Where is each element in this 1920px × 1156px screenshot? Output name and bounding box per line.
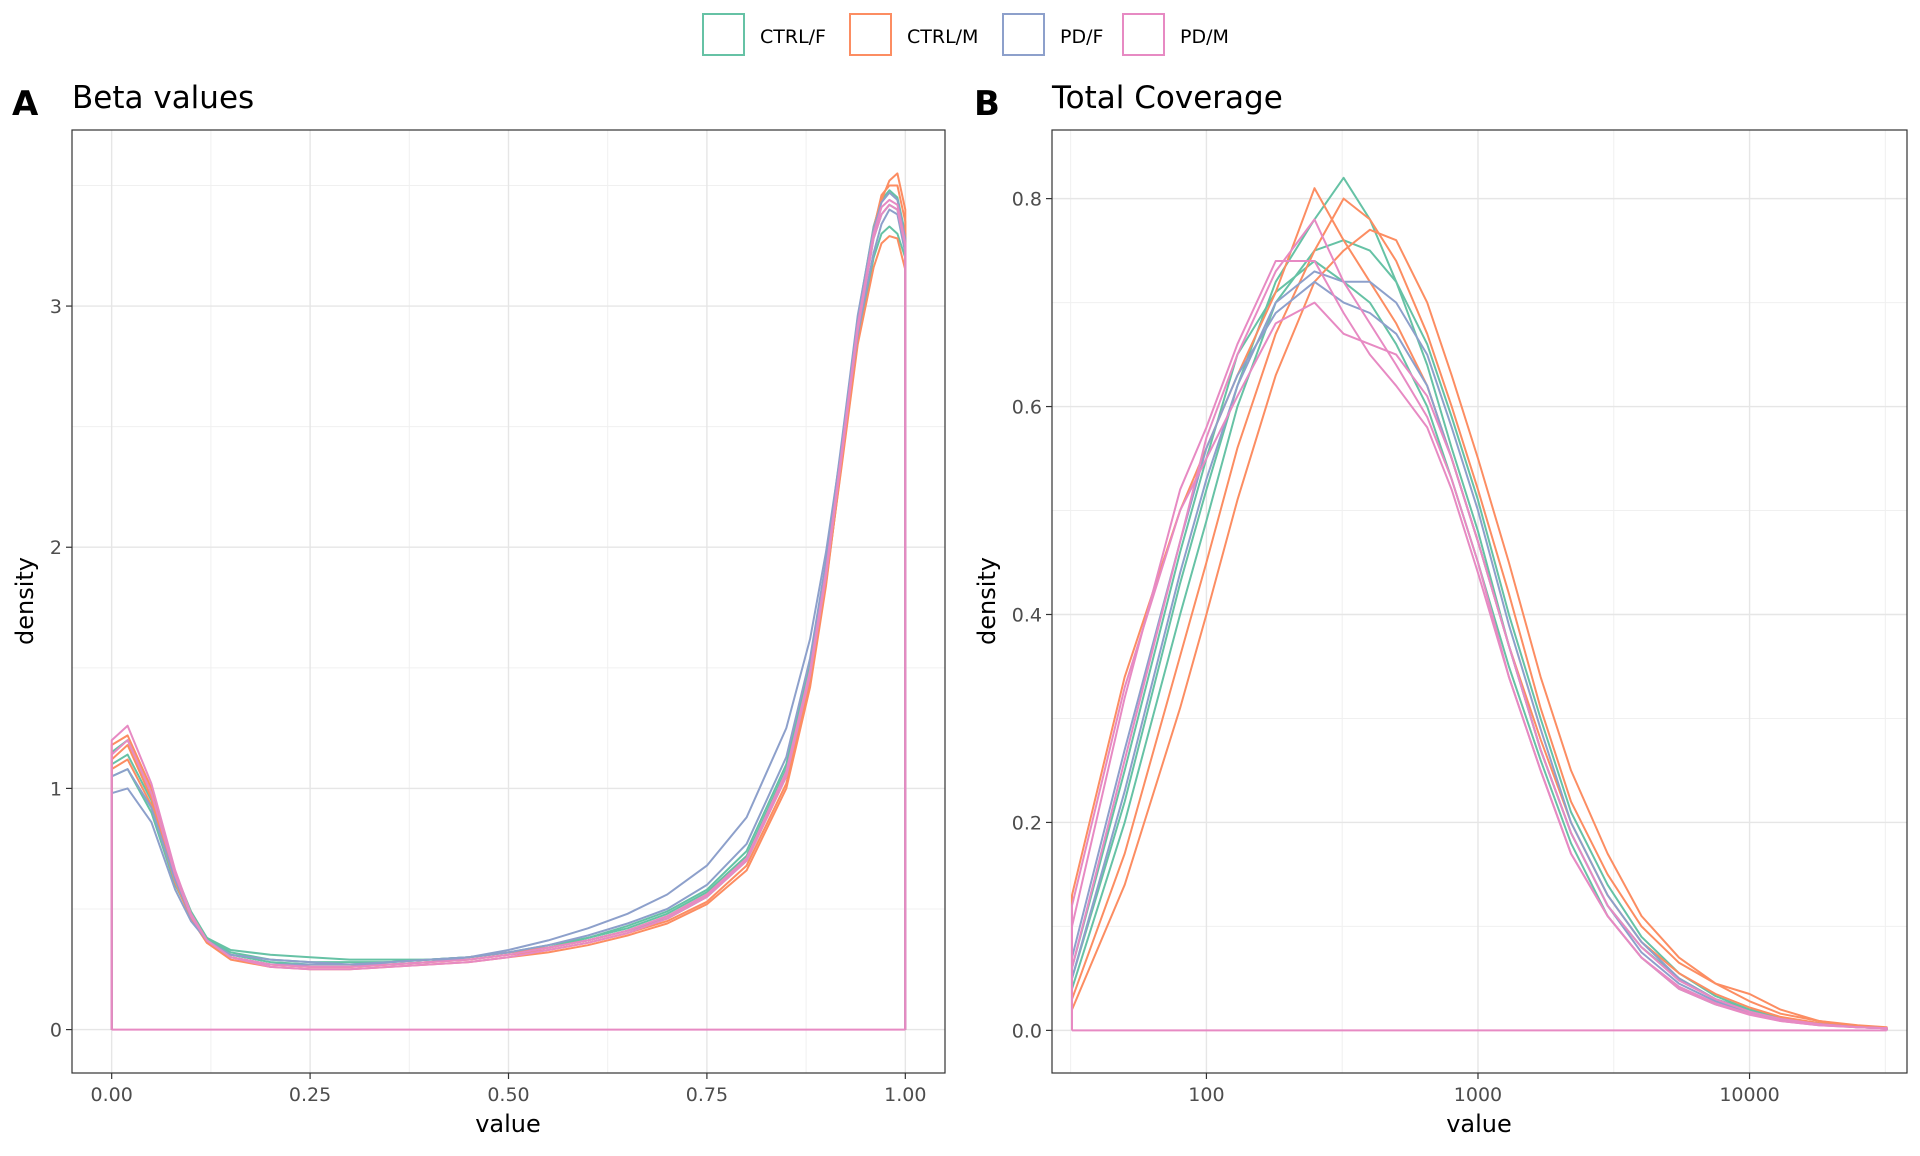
panel-a-title: Beta values (72, 80, 254, 116)
panel-a-y-ticks: 0 1 2 3 (50, 296, 72, 1042)
legend-item-2[interactable]: PD/F (1002, 13, 1103, 56)
panel-b-y-axis-label: density (973, 557, 1001, 645)
legend-key-0 (702, 13, 745, 56)
panel-a-y-axis-label: density (11, 557, 39, 645)
panel-a-y-tick-label: 2 (50, 537, 62, 559)
panel-a-x-tick-label: 0.00 (91, 1084, 133, 1106)
legend-item-0[interactable]: CTRL/F (702, 13, 826, 56)
panel-b-x-ticks: 100 1000 10000 (1188, 1073, 1780, 1106)
panel-b-series-4 (1071, 197, 1888, 1031)
legend-item-1[interactable]: CTRL/M (849, 13, 978, 56)
panel-b-x-tick-label: 1000 (1454, 1084, 1502, 1106)
legend-label-0: CTRL/F (760, 26, 826, 48)
legend-label-3: PD/M (1180, 26, 1229, 48)
legend-item-3[interactable]: PD/M (1122, 13, 1229, 56)
panel-a-y-tick-label: 0 (50, 1020, 62, 1042)
panel-b-series-6 (1071, 228, 1888, 1031)
legend: CTRL/F CTRL/M PD/F PD/M (702, 13, 1229, 56)
legend-label-2: PD/F (1060, 26, 1103, 48)
legend-label-1: CTRL/M (907, 26, 978, 48)
panel-a-x-tick-label: 1.00 (884, 1084, 926, 1106)
panel-b-x-axis-label: value (1446, 1110, 1512, 1138)
legend-key-1 (849, 13, 892, 56)
panel-b-grid (1052, 130, 1907, 1073)
panel-b-series-11 (1071, 301, 1888, 1031)
panel-b-y-tick-label: 0.6 (1012, 397, 1042, 419)
panel-b-x-tick-label: 10000 (1719, 1084, 1779, 1106)
panel-a-tag: A (12, 84, 39, 124)
panel-a: A Beta values 0.00 0.25 0.50 0.75 1.00 0123 … (11, 80, 946, 1138)
panel-b-series (1071, 176, 1888, 1031)
panel-b: B Total Coverage 100 1000 10000 0.00.20.40… (973, 80, 1908, 1138)
panel-b-y-tick-label: 0.0 (1012, 1020, 1042, 1042)
legend-key-2 (1002, 13, 1045, 56)
panel-a-series-10 (110, 198, 907, 1030)
panel-b-tag: B (974, 84, 1000, 124)
panel-a-series-7 (110, 208, 907, 1030)
panel-b-series-10 (1071, 218, 1888, 1031)
panel-b-x-tick-label: 100 (1188, 1084, 1224, 1106)
panel-b-title: Total Coverage (1051, 80, 1283, 116)
panel-a-y-tick-label: 1 (50, 778, 62, 800)
panel-a-x-ticks: 0.00 0.25 0.50 0.75 1.00 (91, 1073, 926, 1106)
panel-a-x-tick-label: 0.75 (686, 1084, 728, 1106)
panel-b-y-ticks: 0.0 0.2 0.4 0.6 0.8 (1012, 189, 1052, 1042)
panel-b-y-tick-label: 0.2 (1012, 812, 1042, 834)
panel-a-x-tick-label: 0.50 (487, 1084, 529, 1106)
legend-key-3 (1122, 13, 1165, 56)
panel-a-x-tick-label: 0.25 (289, 1084, 331, 1106)
panel-b-y-tick-label: 0.8 (1012, 189, 1042, 211)
panel-b-series-2 (1071, 239, 1888, 1031)
panel-a-x-axis-label: value (475, 1110, 541, 1138)
panel-b-border (1051, 129, 1908, 1074)
panel-a-series (110, 172, 907, 1030)
panel-a-y-tick-label: 3 (50, 296, 62, 318)
panel-b-y-tick-label: 0.4 (1012, 604, 1042, 626)
